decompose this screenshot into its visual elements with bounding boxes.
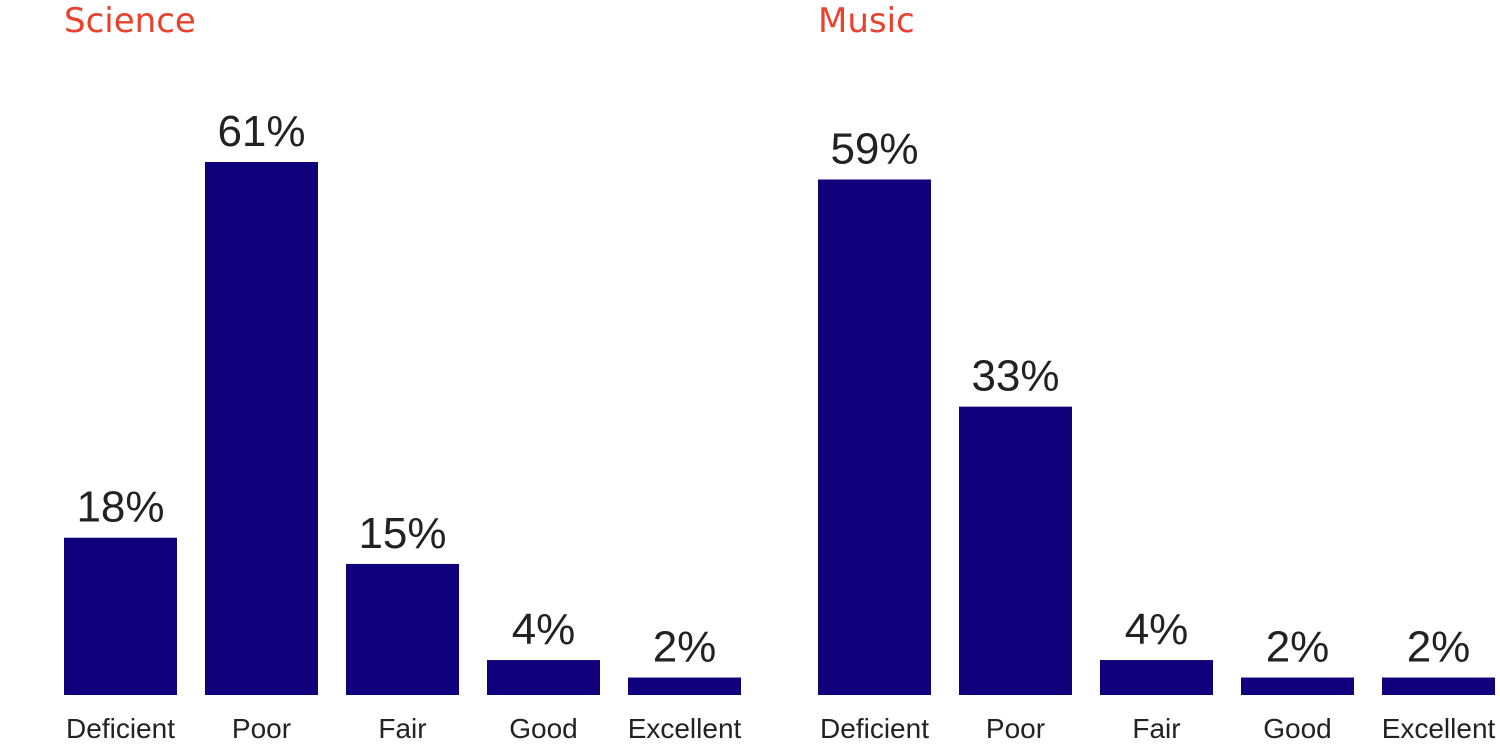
music-bar-poor	[959, 406, 1072, 695]
music-bar-excellent	[1382, 677, 1495, 695]
music-value-label-good: 2%	[1266, 623, 1330, 672]
science-chart: 18% Deficient 61% Poor 15% Fair 4% Good 2% Excell…	[64, 107, 742, 744]
music-bar-good	[1241, 677, 1354, 695]
science-bar-good	[487, 660, 600, 695]
music-chart-panel: Music 59% Deficient 33% Poor 4% Fair 2% Good 2% E…	[818, 0, 1500, 750]
science-chart-panel: Science 18% Deficient 61% Poor 15% Fair 4% Good…	[64, 0, 764, 750]
science-value-label-poor: 61%	[217, 107, 305, 156]
science-bar-poor	[205, 162, 318, 695]
science-value-label-excellent: 2%	[653, 623, 717, 672]
music-category-label-poor: Poor	[986, 713, 1045, 744]
music-value-label-poor: 33%	[971, 352, 1059, 401]
science-category-label-poor: Poor	[232, 713, 291, 744]
music-chart: 59% Deficient 33% Poor 4% Fair 2% Good 2% Excelle…	[818, 124, 1496, 744]
science-category-label-deficient: Deficient	[66, 713, 175, 744]
science-category-label-fair: Fair	[378, 713, 426, 744]
music-value-label-excellent: 2%	[1407, 623, 1471, 672]
science-bar-fair	[346, 563, 459, 695]
music-chart-title: Music	[818, 1, 915, 41]
music-category-label-fair: Fair	[1132, 713, 1180, 744]
music-value-label-fair: 4%	[1125, 605, 1189, 654]
music-bar-deficient	[818, 179, 931, 695]
music-category-label-excellent: Excellent	[1382, 713, 1496, 744]
music-category-label-good: Good	[1263, 713, 1332, 744]
science-value-label-deficient: 18%	[76, 483, 164, 532]
science-bar-excellent	[628, 677, 741, 695]
music-bar-fair	[1100, 660, 1213, 695]
science-value-label-good: 4%	[512, 605, 576, 654]
science-category-label-good: Good	[509, 713, 578, 744]
music-category-label-deficient: Deficient	[820, 713, 929, 744]
science-category-label-excellent: Excellent	[628, 713, 742, 744]
music-value-label-deficient: 59%	[830, 124, 918, 173]
science-chart-title: Science	[64, 1, 196, 41]
science-value-label-fair: 15%	[358, 509, 446, 558]
science-bar-deficient	[64, 537, 177, 695]
